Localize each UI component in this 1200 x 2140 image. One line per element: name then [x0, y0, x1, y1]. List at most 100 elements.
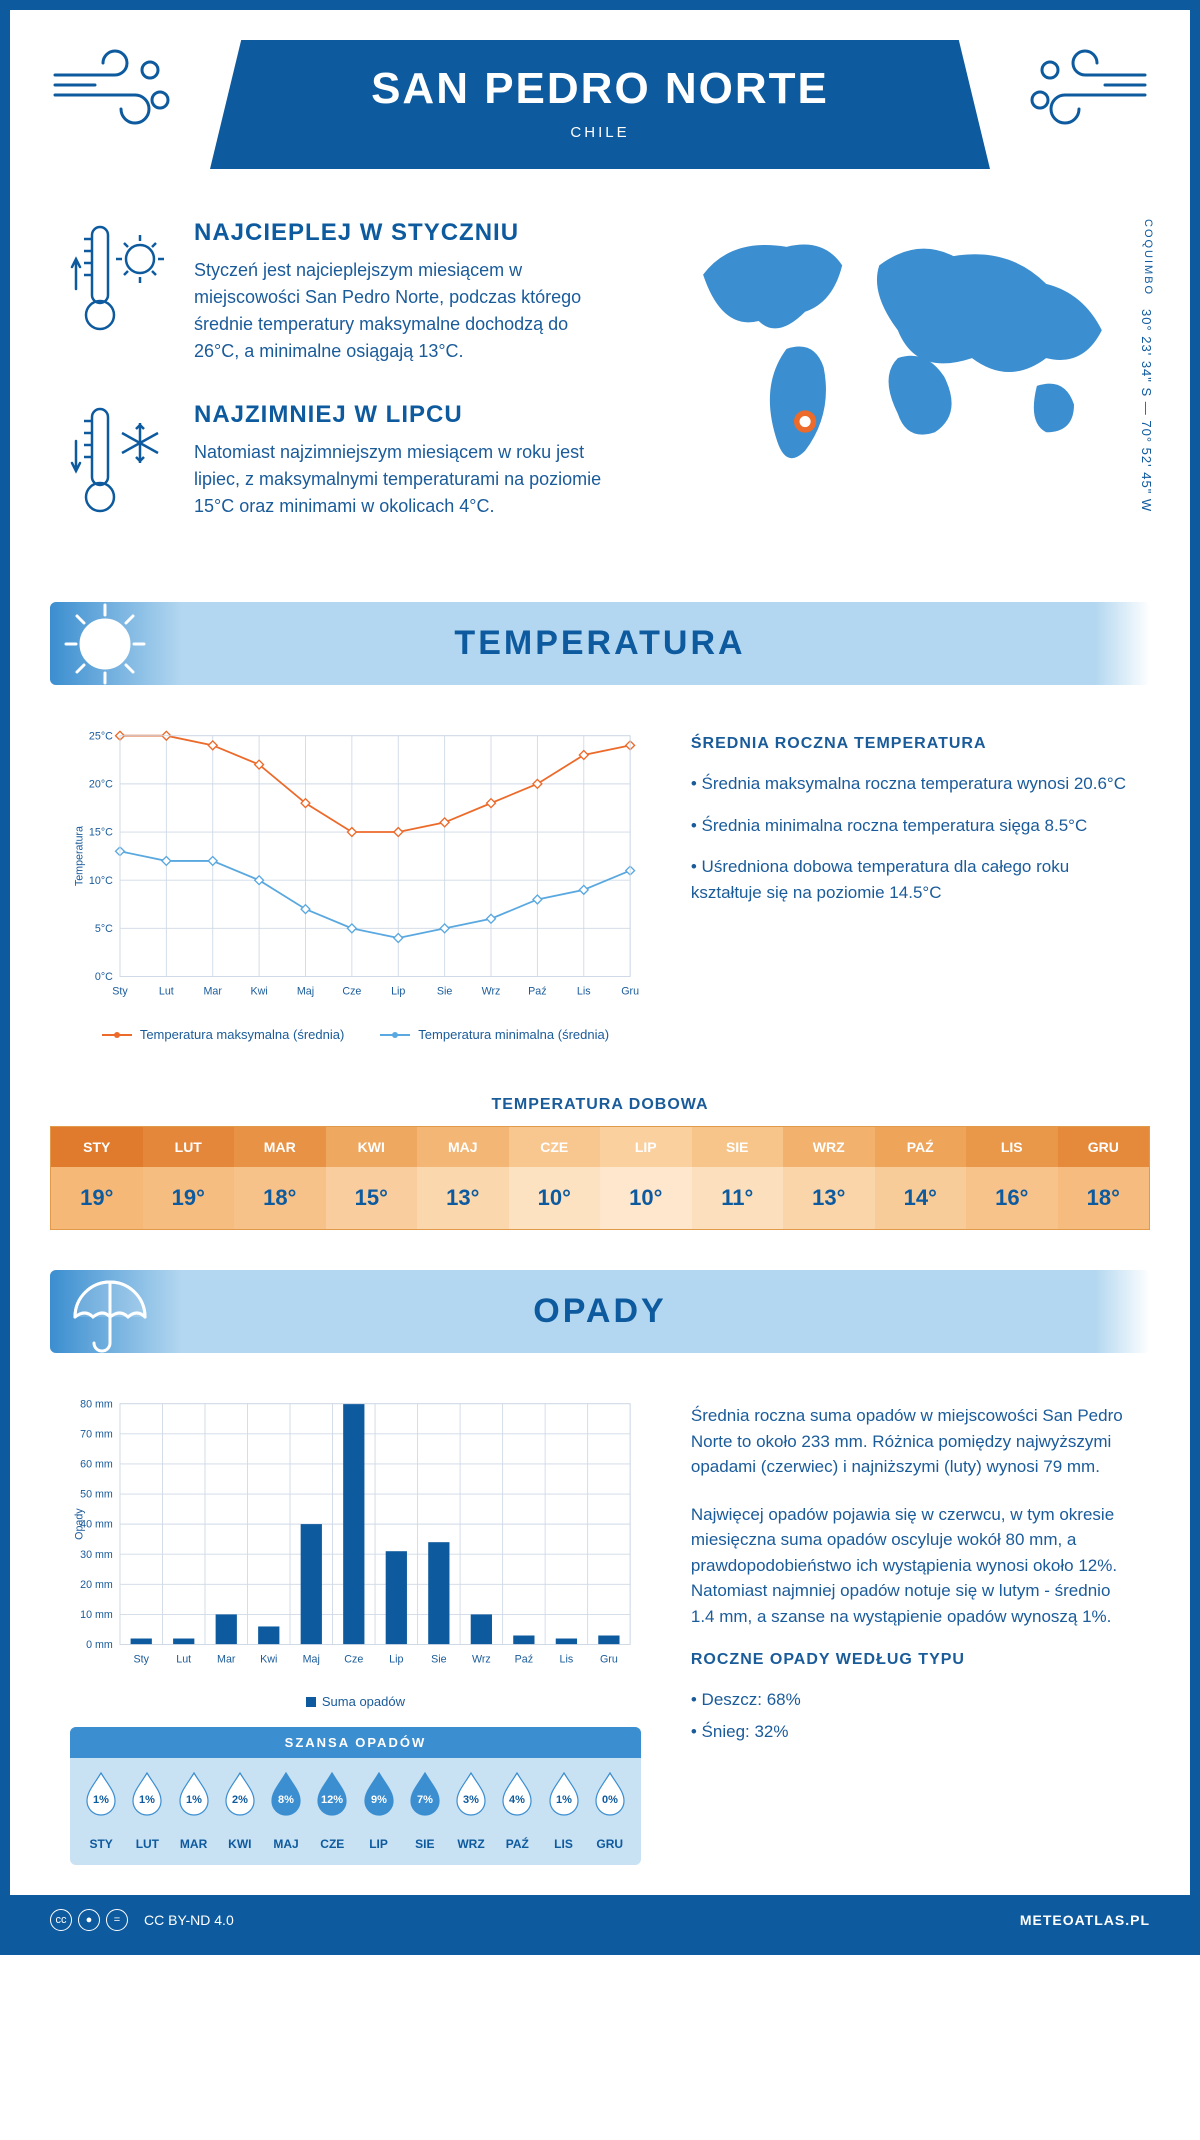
svg-text:20 mm: 20 mm — [80, 1579, 113, 1591]
svg-text:10 mm: 10 mm — [80, 1609, 113, 1621]
coords-label: 30° 23' 34" S — 70° 52' 45" W — [1139, 309, 1154, 512]
svg-text:Kwi: Kwi — [260, 1654, 277, 1666]
svg-text:Gru: Gru — [600, 1654, 618, 1666]
temp-bullet: • Uśredniona dobowa temperatura dla całe… — [691, 854, 1130, 905]
temperature-chart: 0°C5°C10°C15°C20°C25°CStyLutMarKwiMajCze… — [70, 725, 641, 1019]
chance-month: GRU — [587, 1837, 633, 1861]
footer: cc ● = CC BY-ND 4.0 METEOATLAS.PL — [10, 1895, 1190, 1945]
chance-table: SZANSA OPADÓW 1%1%1%2%8%12%9%7%3%4%1%0% … — [70, 1727, 641, 1865]
chance-drop: 1% — [170, 1770, 216, 1821]
wind-icon-left — [50, 40, 180, 145]
svg-text:Lut: Lut — [159, 985, 174, 997]
svg-text:Opady: Opady — [74, 1508, 86, 1540]
precip-type-bullet: • Deszcz: 68% — [691, 1687, 1130, 1713]
daily-month: LIP — [600, 1127, 692, 1167]
chance-drop: 8% — [263, 1770, 309, 1821]
daily-value: 16° — [966, 1167, 1058, 1229]
chance-drop: 9% — [355, 1770, 401, 1821]
hot-text: Styczeń jest najcieplejszym miesiącem w … — [194, 257, 614, 365]
daily-month: LUT — [143, 1127, 235, 1167]
page-subtitle: CHILE — [230, 124, 970, 141]
daily-value: 10° — [509, 1167, 601, 1229]
chance-drop: 1% — [540, 1770, 586, 1821]
chance-drop: 4% — [494, 1770, 540, 1821]
precip-chart: 0 mm10 mm20 mm30 mm40 mm50 mm60 mm70 mm8… — [70, 1393, 641, 1687]
by-icon: ● — [78, 1909, 100, 1931]
chance-drop: 12% — [309, 1770, 355, 1821]
chance-month: LUT — [124, 1837, 170, 1861]
svg-text:3%: 3% — [463, 1794, 479, 1806]
cc-license: cc ● = CC BY-ND 4.0 — [50, 1909, 234, 1931]
cold-fact: NAJZIMNIEJ W LIPCU Natomiast najzimniejs… — [70, 401, 626, 526]
chance-drop: 3% — [448, 1770, 494, 1821]
daily-value: 11° — [692, 1167, 784, 1229]
site-name: METEOATLAS.PL — [1020, 1912, 1150, 1928]
svg-text:0 mm: 0 mm — [86, 1639, 113, 1651]
svg-text:Sty: Sty — [112, 985, 128, 997]
svg-text:20°C: 20°C — [89, 778, 113, 790]
chance-month: MAR — [170, 1837, 216, 1861]
svg-text:30 mm: 30 mm — [80, 1549, 113, 1561]
daily-month: LIS — [966, 1127, 1058, 1167]
svg-text:1%: 1% — [556, 1794, 572, 1806]
daily-value: 13° — [417, 1167, 509, 1229]
svg-text:50 mm: 50 mm — [80, 1489, 113, 1501]
chance-drop: 0% — [587, 1770, 633, 1821]
svg-text:4%: 4% — [509, 1794, 525, 1806]
daily-temp-heading: TEMPERATURA DOBOWA — [10, 1096, 1190, 1114]
chance-title: SZANSA OPADÓW — [70, 1727, 641, 1758]
svg-text:2%: 2% — [232, 1794, 248, 1806]
svg-text:8%: 8% — [278, 1794, 294, 1806]
chance-month: LIS — [540, 1837, 586, 1861]
chance-month: MAJ — [263, 1837, 309, 1861]
daily-month: KWI — [326, 1127, 418, 1167]
daily-value: 13° — [783, 1167, 875, 1229]
svg-text:1%: 1% — [186, 1794, 202, 1806]
precip-types-heading: ROCZNE OPADY WEDŁUG TYPU — [691, 1651, 1130, 1669]
svg-text:Lis: Lis — [577, 985, 591, 997]
svg-text:60 mm: 60 mm — [80, 1459, 113, 1471]
svg-text:Wrz: Wrz — [482, 985, 501, 997]
daily-value: 15° — [326, 1167, 418, 1229]
world-map — [666, 219, 1130, 484]
svg-text:Sie: Sie — [437, 985, 453, 997]
svg-text:12%: 12% — [321, 1794, 343, 1806]
chance-month: PAŹ — [494, 1837, 540, 1861]
temp-side-heading: ŚREDNIA ROCZNA TEMPERATURA — [691, 735, 1130, 753]
chance-month: WRZ — [448, 1837, 494, 1861]
umbrella-icon — [60, 1267, 150, 1357]
license-text: CC BY-ND 4.0 — [144, 1912, 234, 1928]
svg-text:0%: 0% — [602, 1794, 618, 1806]
chance-month: LIP — [355, 1837, 401, 1861]
hot-heading: NAJCIEPLEJ W STYCZNIU — [194, 219, 614, 247]
svg-text:Paź: Paź — [528, 985, 546, 997]
svg-text:15°C: 15°C — [89, 827, 113, 839]
svg-text:Maj: Maj — [303, 1654, 320, 1666]
temperature-title: TEMPERATURA — [50, 624, 1150, 663]
daily-month: SIE — [692, 1127, 784, 1167]
svg-text:80 mm: 80 mm — [80, 1399, 113, 1411]
svg-text:Kwi: Kwi — [250, 985, 267, 997]
nd-icon: = — [106, 1909, 128, 1931]
chance-month: STY — [78, 1837, 124, 1861]
daily-value: 18° — [1058, 1167, 1150, 1229]
temperature-legend: Temperatura maksymalna (średnia)Temperat… — [70, 1027, 641, 1042]
svg-text:1%: 1% — [93, 1794, 109, 1806]
svg-text:Sty: Sty — [133, 1654, 149, 1666]
precip-legend: Suma opadów — [70, 1694, 641, 1709]
svg-text:7%: 7% — [417, 1794, 433, 1806]
header-banner: SAN PEDRO NORTE CHILE — [210, 40, 990, 169]
precip-type-bullet: • Śnieg: 32% — [691, 1719, 1130, 1745]
wind-icon-right — [1020, 40, 1150, 145]
daily-value: 10° — [600, 1167, 692, 1229]
svg-text:Sie: Sie — [431, 1654, 447, 1666]
daily-month: PAŹ — [875, 1127, 967, 1167]
temperature-band: TEMPERATURA — [50, 602, 1150, 685]
thermometer-sun-icon — [70, 219, 170, 365]
svg-text:70 mm: 70 mm — [80, 1429, 113, 1441]
svg-text:Lip: Lip — [391, 985, 405, 997]
daily-temp-table: STYLUTMARKWIMAJCZELIPSIEWRZPAŹLISGRU19°1… — [50, 1126, 1150, 1230]
chance-month: KWI — [217, 1837, 263, 1861]
svg-text:Maj: Maj — [297, 985, 314, 997]
hot-fact: NAJCIEPLEJ W STYCZNIU Styczeń jest najci… — [70, 219, 626, 365]
